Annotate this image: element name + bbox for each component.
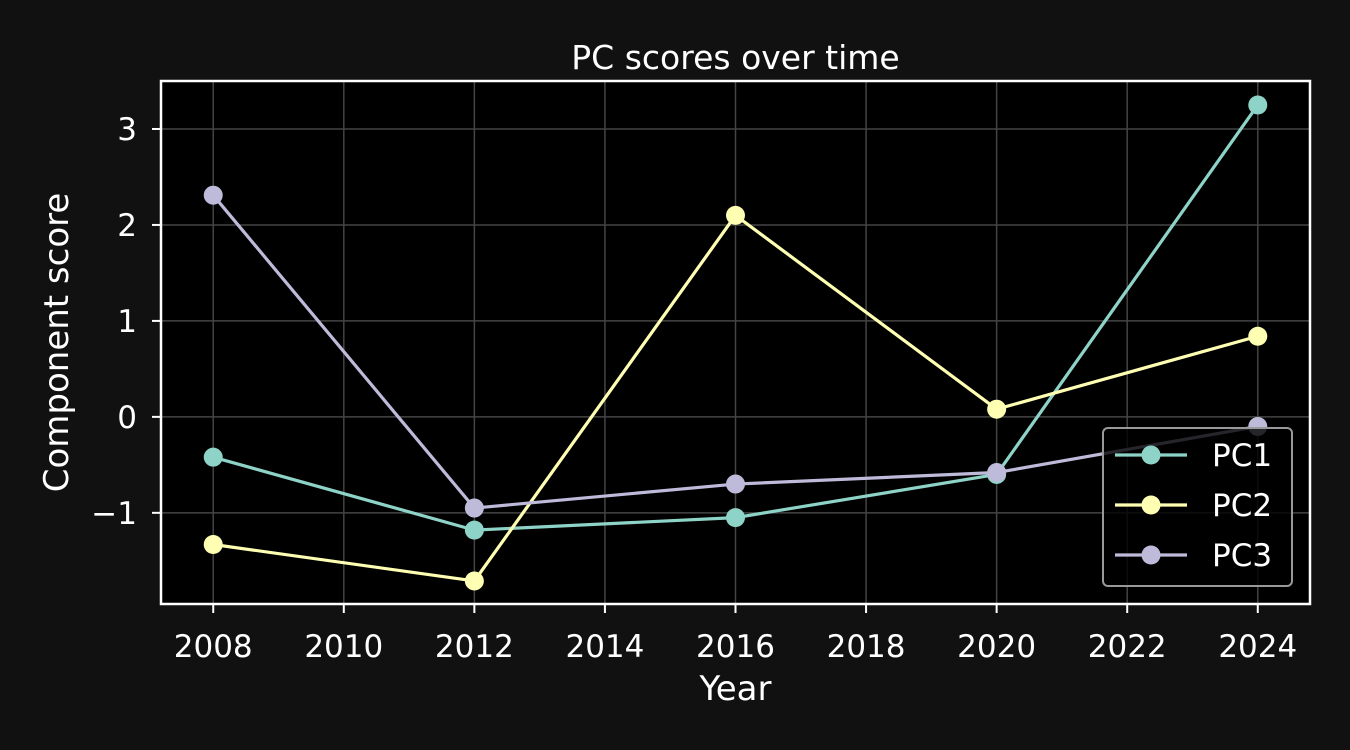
y-tick-label: 0 xyxy=(117,400,137,436)
legend: PC1 PC2 PC3 xyxy=(1102,427,1293,587)
x-tick-label: 2010 xyxy=(304,629,383,665)
data-point-pc2 xyxy=(1248,326,1268,346)
data-point-pc3 xyxy=(464,498,484,518)
data-point-pc2 xyxy=(203,535,223,555)
x-tick-label: 2014 xyxy=(565,629,644,665)
data-point-pc2 xyxy=(987,399,1007,419)
x-tick-label: 2024 xyxy=(1218,629,1297,665)
data-point-pc2 xyxy=(464,571,484,591)
x-tick-label: 2012 xyxy=(435,629,514,665)
x-tick-label: 2018 xyxy=(827,629,906,665)
legend-label-pc1: PC1 xyxy=(1212,438,1272,474)
legend-marker-pc2 xyxy=(1141,495,1161,515)
data-point-pc1 xyxy=(464,520,484,540)
data-point-pc3 xyxy=(203,185,223,205)
y-tick-label: −1 xyxy=(91,496,137,532)
y-tick-label: 2 xyxy=(117,208,137,244)
data-point-pc1 xyxy=(203,447,223,467)
chart-title: PC scores over time xyxy=(571,38,899,77)
x-tick-label: 2020 xyxy=(957,629,1036,665)
data-point-pc3 xyxy=(987,463,1007,483)
data-point-pc3 xyxy=(726,474,745,494)
x-tick-label: 2016 xyxy=(696,629,775,665)
legend-marker-pc1 xyxy=(1141,445,1161,465)
data-point-pc1 xyxy=(1248,95,1268,115)
data-point-pc1 xyxy=(726,508,745,528)
y-tick-label: 3 xyxy=(117,112,137,148)
x-axis-label: Year xyxy=(699,669,772,709)
y-tick-label: 1 xyxy=(117,304,137,340)
y-axis-label: Component score xyxy=(37,193,77,493)
x-tick-label: 2022 xyxy=(1088,629,1167,665)
x-tick-label: 2008 xyxy=(174,629,253,665)
legend-marker-pc3 xyxy=(1141,545,1161,565)
axes-frame xyxy=(159,79,1312,606)
legend-label-pc2: PC2 xyxy=(1212,488,1272,524)
legend-label-pc3: PC3 xyxy=(1212,538,1272,574)
data-point-pc2 xyxy=(726,205,745,225)
plot-area: 2008 2010 2012 2014 2016 2018 2020 2022 2024 −1 0 1… xyxy=(91,79,1312,665)
